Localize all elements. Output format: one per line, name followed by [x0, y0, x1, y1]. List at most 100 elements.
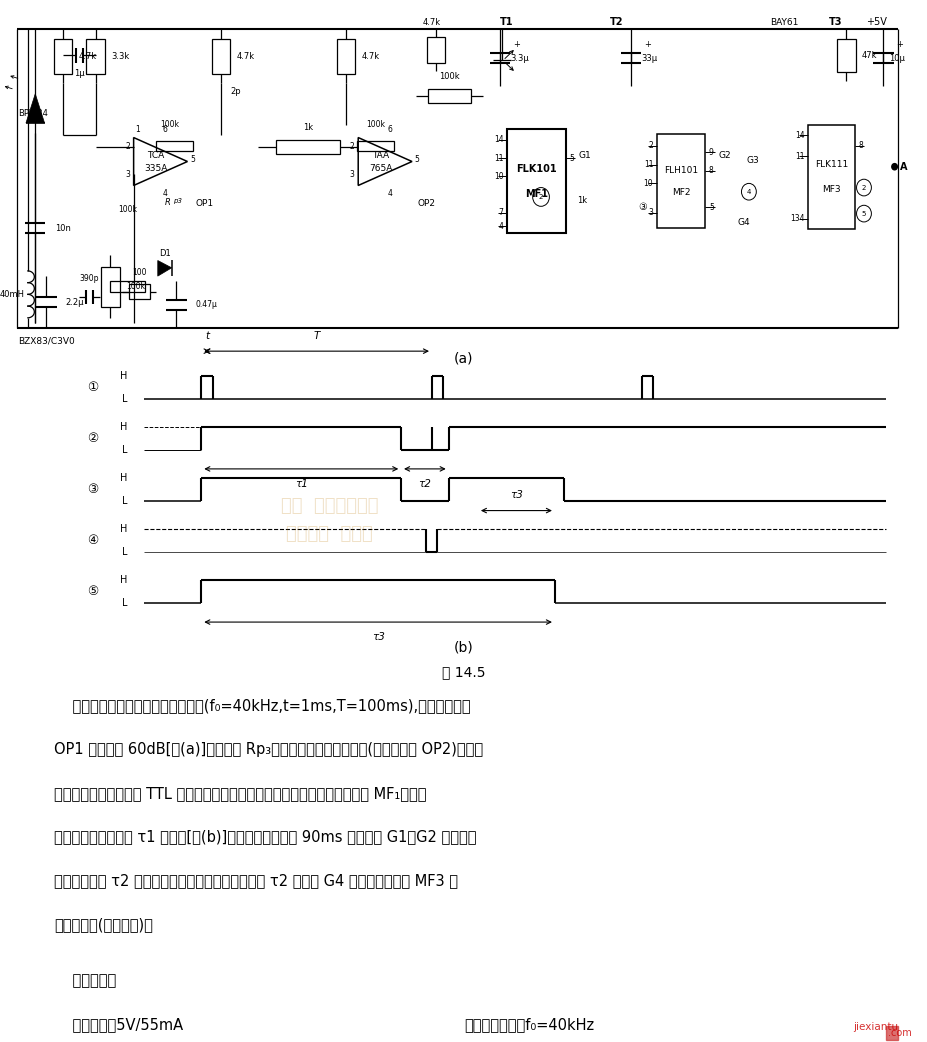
Text: 11: 11 [794, 152, 804, 160]
Text: 4: 4 [498, 222, 503, 230]
Text: τ1: τ1 [295, 479, 308, 490]
Text: ②: ② [87, 432, 98, 445]
Text: FLK101: FLK101 [515, 164, 556, 174]
Text: H: H [120, 371, 127, 381]
Text: OP1 中放大约 60dB[图(a)]。电位器 Rp₃用来调整后接的阈值开关(运算放大器 OP2)的开关: OP1 中放大约 60dB[图(a)]。电位器 Rp₃用来调整后接的阈值开关(运… [54, 742, 482, 756]
Text: 14: 14 [794, 131, 804, 140]
Text: OP2: OP2 [417, 199, 435, 208]
Polygon shape [158, 260, 171, 276]
Text: τ3: τ3 [510, 490, 522, 500]
Text: 3: 3 [648, 208, 653, 217]
Bar [836, 39, 855, 72]
Text: (a): (a) [453, 351, 474, 365]
Bar [101, 267, 120, 306]
Text: .com: .com [886, 1027, 910, 1038]
Text: L: L [121, 496, 127, 506]
Text: MF2: MF2 [671, 188, 690, 197]
Text: G3: G3 [745, 156, 758, 165]
Text: τ3: τ3 [372, 632, 384, 643]
Text: 765A: 765A [368, 165, 392, 173]
Text: 消耗功率：5V/55mA: 消耗功率：5V/55mA [54, 1017, 183, 1032]
Text: 2: 2 [861, 184, 865, 191]
Bar [426, 36, 445, 64]
Text: L: L [121, 445, 127, 455]
Text: T1: T1 [500, 17, 513, 27]
Text: 5: 5 [861, 210, 865, 217]
Text: 4.7k: 4.7k [362, 52, 380, 60]
Text: 100k: 100k [438, 72, 460, 81]
Bar [109, 281, 145, 292]
Text: H: H [120, 575, 127, 586]
Text: 4: 4 [746, 189, 750, 195]
Text: ③: ③ [87, 483, 98, 496]
Text: 1k: 1k [303, 123, 312, 132]
Text: 10n: 10n [55, 224, 70, 232]
Text: T3: T3 [828, 17, 841, 27]
Text: L: L [121, 547, 127, 557]
Circle shape [891, 164, 896, 170]
Text: 4.7k: 4.7k [79, 52, 97, 60]
Text: +: + [895, 41, 902, 49]
Text: 技术数据：: 技术数据： [54, 973, 116, 988]
Text: TAA: TAA [372, 151, 388, 159]
Bar [656, 134, 705, 228]
Text: 1μ: 1μ [74, 69, 84, 78]
Text: 335A: 335A [144, 165, 168, 173]
Text: 11: 11 [493, 154, 503, 163]
Text: ①: ① [87, 381, 98, 394]
Text: H: H [120, 524, 127, 535]
Text: 全球最大  采购网: 全球最大 采购网 [286, 524, 373, 543]
Text: 40mH: 40mH [0, 290, 25, 299]
Text: 3: 3 [349, 170, 354, 178]
Text: MF1: MF1 [525, 189, 547, 199]
Text: FLH101: FLH101 [664, 166, 697, 175]
Text: 4.7k: 4.7k [236, 52, 255, 60]
Text: 2: 2 [125, 143, 130, 151]
Text: (b): (b) [453, 641, 474, 654]
Text: 8: 8 [857, 142, 862, 150]
Bar [128, 284, 150, 299]
Text: BAY61: BAY61 [769, 18, 797, 27]
Text: D1: D1 [159, 249, 171, 258]
Text: 生持续时间为 τ2 的脉冲。第二个接收的脉冲只有在 τ2 期间从 G4 内通过。最后由 MF3 产: 生持续时间为 τ2 的脉冲。第二个接收的脉冲只有在 τ2 期间从 G4 内通过。… [54, 873, 457, 888]
Bar [86, 39, 105, 74]
Text: ⑤: ⑤ [87, 586, 98, 598]
Text: 6: 6 [387, 125, 392, 134]
Text: G2: G2 [717, 151, 730, 159]
Text: R: R [165, 198, 171, 207]
Text: 图 14.5: 图 14.5 [442, 665, 485, 678]
Text: 10μ: 10μ [888, 54, 904, 63]
Text: 5: 5 [708, 203, 713, 212]
Text: 1: 1 [134, 125, 140, 134]
Text: t: t [205, 330, 209, 341]
Text: BPW34: BPW34 [18, 109, 47, 118]
Text: 11: 11 [643, 160, 653, 169]
Text: 4: 4 [162, 189, 168, 198]
Text: H: H [120, 422, 127, 432]
Text: BZX83/C3V0: BZX83/C3V0 [19, 337, 75, 346]
Text: +: + [643, 41, 650, 49]
Bar [156, 141, 193, 151]
Text: H: H [120, 473, 127, 483]
Text: 9: 9 [708, 148, 713, 156]
Bar [885, 1026, 897, 1040]
Text: 2p: 2p [230, 88, 240, 96]
Bar [807, 125, 854, 229]
Bar [275, 140, 340, 154]
Text: T: T [313, 330, 320, 341]
Text: 载波中心频率：f₀=40kHz: 载波中心频率：f₀=40kHz [464, 1017, 593, 1032]
Text: 产生一个持续时间为 τ1 的脉冲[图(b)]。此脉冲在持续约 90ms 消失并在 G1、G2 输出端产: 产生一个持续时间为 τ1 的脉冲[图(b)]。此脉冲在持续约 90ms 消失并在… [54, 829, 476, 844]
Text: 4: 4 [387, 189, 392, 198]
Bar [54, 39, 72, 74]
Text: FLK111: FLK111 [814, 160, 847, 169]
Text: τ2: τ2 [418, 479, 431, 490]
Text: G1: G1 [578, 151, 590, 159]
Text: 0.47μ: 0.47μ [196, 300, 218, 309]
Text: 5: 5 [568, 154, 574, 163]
Text: p3: p3 [172, 198, 182, 204]
Text: MF3: MF3 [821, 185, 840, 194]
Text: TCA: TCA [147, 151, 164, 159]
Polygon shape [26, 94, 44, 123]
Text: 5: 5 [190, 155, 195, 164]
Text: 2: 2 [648, 142, 653, 150]
